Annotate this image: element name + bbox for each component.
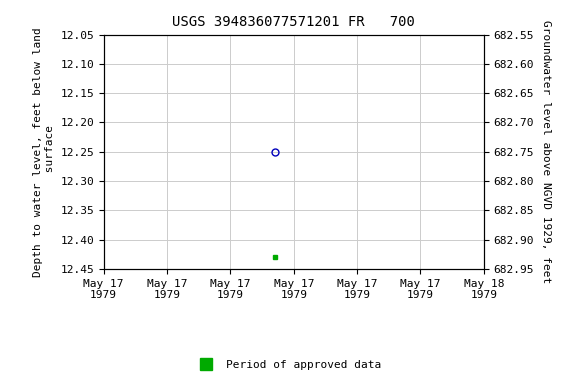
Legend: Period of approved data: Period of approved data [191,356,385,375]
Y-axis label: Groundwater level above NGVD 1929, feet: Groundwater level above NGVD 1929, feet [541,20,551,283]
Title: USGS 394836077571201 FR   700: USGS 394836077571201 FR 700 [172,15,415,29]
Y-axis label: Depth to water level, feet below land
 surface: Depth to water level, feet below land su… [33,27,55,276]
